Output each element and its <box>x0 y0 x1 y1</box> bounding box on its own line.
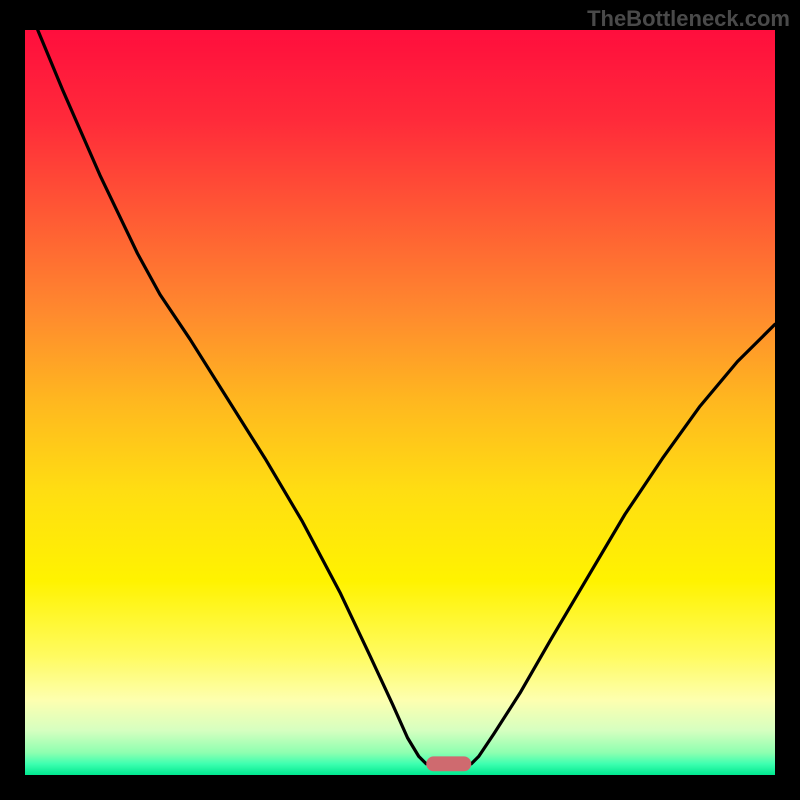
chart-stage: TheBottleneck.com <box>0 0 800 800</box>
optimal-marker <box>426 756 471 771</box>
watermark-text: TheBottleneck.com <box>587 6 790 32</box>
plot-svg <box>25 30 775 775</box>
gradient-background <box>25 30 775 775</box>
plot-area <box>25 30 775 775</box>
